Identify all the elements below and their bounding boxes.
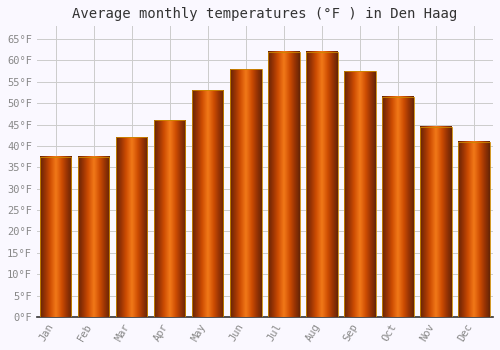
Bar [458,142,490,317]
Bar [154,120,186,317]
Bar [268,52,300,317]
Bar [116,138,148,317]
Bar [420,127,452,317]
Bar [382,97,414,317]
Title: Average monthly temperatures (°F ) in Den Haag: Average monthly temperatures (°F ) in De… [72,7,458,21]
Bar [306,52,338,317]
Bar [230,69,262,317]
Bar [40,157,72,317]
Bar [78,157,110,317]
Bar [192,90,224,317]
Bar [344,71,376,317]
